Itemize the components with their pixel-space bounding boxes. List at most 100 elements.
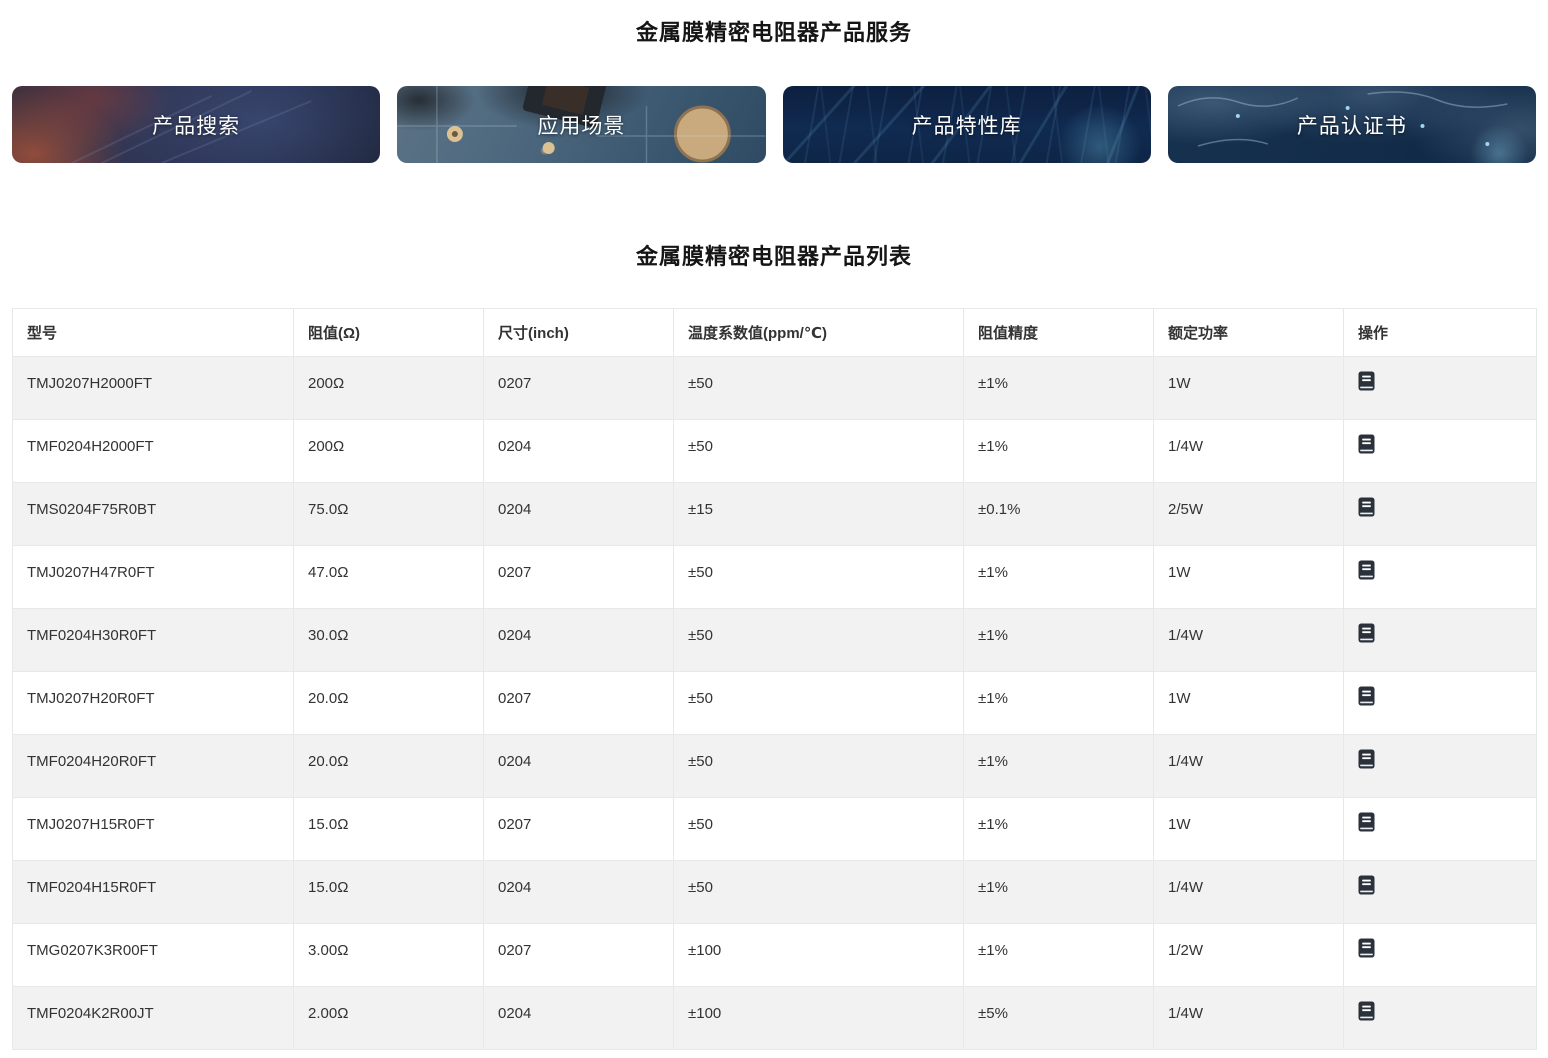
cell-size: 0207 [483,356,674,420]
col-header-tcr: 温度系数值(ppm/℃) [673,308,964,357]
world-map-art [1177,91,1508,147]
banner-application-scenarios[interactable]: 应用场景 [397,86,766,163]
cell-tcr: ±100 [673,923,964,987]
cell-model: TMF0204K2R00JT [12,986,294,1050]
circuit-blur-art [71,90,312,163]
notebook-icon [1358,434,1375,454]
cell-resistance: 15.0Ω [293,860,484,924]
cell-actions [1343,986,1537,1050]
cell-model: TMJ0207H2000FT [12,356,294,420]
banner-row: 产品搜索 应用场景 产品特性库 产品认证书 [12,86,1536,163]
cell-resistance: 2.00Ω [293,986,484,1050]
banner-product-search[interactable]: 产品搜索 [12,86,381,163]
view-detail-button[interactable] [1358,812,1375,832]
cell-actions [1343,671,1537,735]
table-row: TMG0207K3R00FT 3.00Ω 0207 ±100 ±1% 1/2W [12,923,1537,987]
cell-power: 1/4W [1153,986,1344,1050]
table-row: TMF0204H15R0FT 15.0Ω 0204 ±50 ±1% 1/4W [12,860,1537,924]
view-detail-button[interactable] [1358,938,1375,958]
cell-model: TMF0204H15R0FT [12,860,294,924]
cell-precision: ±5% [963,986,1154,1050]
notebook-icon [1358,623,1375,643]
view-detail-button[interactable] [1358,686,1375,706]
col-header-precision: 阻值精度 [963,308,1154,357]
table-row: TMJ0207H2000FT 200Ω 0207 ±50 ±1% 1W [12,356,1537,420]
table-row: TMS0204F75R0BT 75.0Ω 0204 ±15 ±0.1% 2/5W [12,482,1537,546]
banner-label: 产品特性库 [911,114,1022,138]
view-detail-button[interactable] [1358,875,1375,895]
cell-resistance: 75.0Ω [293,482,484,546]
notebook-icon [1358,1001,1375,1021]
view-detail-button[interactable] [1358,623,1375,643]
cell-size: 0204 [483,419,674,483]
cell-precision: ±1% [963,356,1154,420]
table-row: TMF0204H30R0FT 30.0Ω 0204 ±50 ±1% 1/4W [12,608,1537,672]
cell-actions [1343,545,1537,609]
cell-power: 1W [1153,356,1344,420]
cell-model: TMG0207K3R00FT [12,923,294,987]
cell-power: 1W [1153,671,1344,735]
cell-tcr: ±50 [673,419,964,483]
cell-actions [1343,482,1537,546]
cell-resistance: 15.0Ω [293,797,484,861]
cell-size: 0204 [483,608,674,672]
cell-precision: ±1% [963,545,1154,609]
view-detail-button[interactable] [1358,749,1375,769]
cell-actions [1343,860,1537,924]
cell-size: 0207 [483,671,674,735]
banner-product-features[interactable]: 产品特性库 [782,86,1151,163]
cell-precision: ±1% [963,923,1154,987]
cell-tcr: ±50 [673,860,964,924]
cell-resistance: 30.0Ω [293,608,484,672]
cell-size: 0207 [483,797,674,861]
cell-actions [1343,356,1537,420]
banner-product-certificates[interactable]: 产品认证书 [1167,86,1536,163]
cell-size: 0204 [483,986,674,1050]
cell-resistance: 20.0Ω [293,734,484,798]
cell-power: 1/4W [1153,419,1344,483]
view-detail-button[interactable] [1358,371,1375,391]
cell-precision: ±0.1% [963,482,1154,546]
cell-size: 0204 [483,482,674,546]
view-detail-button[interactable] [1358,1001,1375,1021]
notebook-icon [1358,371,1375,391]
pcb-art [397,86,766,163]
notebook-icon [1358,938,1375,958]
table-row: TMJ0207H20R0FT 20.0Ω 0207 ±50 ±1% 1W [12,671,1537,735]
cell-actions [1343,734,1537,798]
page-title: 金属膜精密电阻器产品服务 [635,20,912,45]
cell-precision: ±1% [963,608,1154,672]
product-table-wrap: 型号 阻值(Ω) 尺寸(inch) 温度系数值(ppm/℃) 阻值精度 额定功率… [12,308,1537,1050]
cell-power: 1W [1153,545,1344,609]
cell-power: 1W [1153,797,1344,861]
cell-power: 1/2W [1153,923,1344,987]
view-detail-button[interactable] [1358,434,1375,454]
cell-model: TMS0204F75R0BT [12,482,294,546]
product-list-title: 金属膜精密电阻器产品列表 [635,244,912,269]
cell-power: 1/4W [1153,734,1344,798]
view-detail-button[interactable] [1358,497,1375,517]
banner-label: 应用场景 [537,114,626,138]
notebook-icon [1358,686,1375,706]
product-table: 型号 阻值(Ω) 尺寸(inch) 温度系数值(ppm/℃) 阻值精度 额定功率… [12,308,1537,1050]
cell-resistance: 200Ω [293,419,484,483]
table-row: TMF0204H2000FT 200Ω 0204 ±50 ±1% 1/4W [12,419,1537,483]
notebook-icon [1358,749,1375,769]
data-streams-art [782,86,1140,163]
cell-precision: ±1% [963,797,1154,861]
cell-tcr: ±50 [673,608,964,672]
cell-size: 0207 [483,923,674,987]
cell-model: TMJ0207H47R0FT [12,545,294,609]
col-header-actions: 操作 [1343,308,1537,357]
cell-tcr: ±50 [673,545,964,609]
cell-size: 0204 [483,734,674,798]
col-header-power: 额定功率 [1153,308,1344,357]
cell-size: 0204 [483,860,674,924]
view-detail-button[interactable] [1358,560,1375,580]
cell-actions [1343,797,1537,861]
cell-model: TMF0204H30R0FT [12,608,294,672]
cell-precision: ±1% [963,419,1154,483]
table-row: TMF0204K2R00JT 2.00Ω 0204 ±100 ±5% 1/4W [12,986,1537,1050]
cell-actions [1343,608,1537,672]
cell-precision: ±1% [963,671,1154,735]
